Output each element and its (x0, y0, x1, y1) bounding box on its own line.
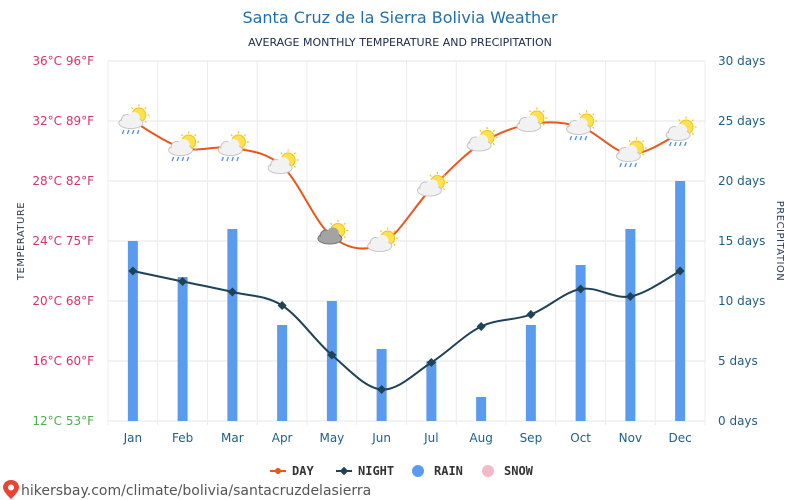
night-point (526, 309, 536, 320)
legend-label: RAIN (434, 464, 463, 478)
sun-cloud-rain-icon (217, 131, 249, 162)
x-tick-label: Feb (172, 431, 193, 445)
sun-cloud-rain-icon (665, 116, 697, 147)
chart-title: Santa Cruz de la Sierra Bolivia Weather (242, 8, 558, 27)
right-tick-label: 30 days (718, 54, 765, 68)
sun-cloud-icon (516, 107, 548, 132)
legend: DAY NIGHT RAIN SNOW (270, 464, 534, 478)
source-text: hikersbay.com/climate/bolivia/santacruzd… (21, 483, 371, 499)
left-axis-ticks: 36°C 96°F 32°C 89°F 28°C 82°F 24°C 75°F 20°C… (32, 54, 94, 428)
rain-bar (426, 361, 437, 421)
sun-cloud-icon (367, 227, 399, 252)
left-tick-label: 32°C 89°F (32, 114, 94, 128)
right-tick-label: 5 days (718, 354, 758, 368)
legend-label: NIGHT (358, 464, 394, 478)
rain-bar (177, 277, 188, 421)
sun-cloud-rain-icon (168, 131, 200, 162)
left-axis-label: TEMPERATURE (16, 202, 27, 281)
left-tick-label: 28°C 82°F (32, 174, 94, 188)
left-tick-label: 16°C 60°F (32, 354, 94, 368)
x-tick-label: Nov (619, 431, 642, 445)
x-tick-label: Sep (520, 431, 543, 445)
rain-bar (476, 397, 487, 421)
x-tick-label: Dec (669, 431, 692, 445)
sun-cloud-icon (466, 127, 498, 152)
right-axis-ticks: 30 days 25 days 20 days 15 days 10 days 5 day… (718, 54, 765, 428)
legend-item-rain[interactable]: RAIN (412, 464, 463, 478)
grid-lines (107, 60, 706, 425)
left-tick-label: 24°C 75°F (32, 234, 94, 248)
x-tick-label: Jul (423, 431, 438, 445)
right-tick-label: 15 days (718, 234, 765, 248)
rain-bar (625, 229, 636, 421)
night-point (128, 266, 138, 276)
legend-item-night[interactable]: NIGHT (336, 464, 394, 478)
sun-dark-cloud-icon (317, 220, 349, 245)
rain-bar (127, 241, 138, 421)
legend-label: DAY (292, 464, 314, 478)
chart-subtitle: AVERAGE MONTHLY TEMPERATURE AND PRECIPIT… (248, 36, 552, 49)
legend-marker (412, 465, 424, 477)
left-tick-label: 20°C 68°F (32, 294, 94, 308)
rain-bar (326, 301, 337, 421)
night-point (227, 287, 237, 297)
x-tick-label: Apr (272, 431, 293, 445)
x-tick-label: Oct (570, 431, 591, 445)
rain-bar (227, 229, 238, 421)
location-pin-icon (3, 480, 19, 499)
right-tick-label: 10 days (718, 294, 765, 308)
x-axis-ticks: Jan Feb Mar Apr May Jun Jul Aug Sep Oct Nov Dec (123, 431, 692, 445)
x-tick-label: May (319, 431, 344, 445)
right-axis-label: PRECIPITATION (774, 201, 785, 282)
source-link[interactable]: hikersbay.com/climate/bolivia/santacruzd… (3, 480, 371, 499)
rain-bar (277, 325, 288, 421)
sun-cloud-icon (416, 172, 448, 197)
rain-bar (675, 181, 686, 421)
x-tick-label: Mar (221, 431, 244, 445)
sun-cloud-rain-icon (615, 137, 647, 168)
right-tick-label: 25 days (718, 114, 765, 128)
rain-bar (525, 325, 536, 421)
night-point (178, 276, 188, 287)
legend-item-snow[interactable]: SNOW (482, 464, 534, 478)
sun-cloud-rain-icon (566, 110, 598, 141)
night-point (476, 321, 486, 332)
x-tick-label: Jun (371, 431, 391, 445)
legend-item-day[interactable]: DAY (270, 464, 314, 478)
right-tick-label: 0 days (718, 414, 758, 428)
left-tick-label: 36°C 96°F (32, 54, 94, 68)
weather-icons (118, 104, 697, 252)
x-tick-label: Jan (123, 431, 143, 445)
right-tick-label: 20 days (718, 174, 765, 188)
x-tick-label: Aug (469, 431, 492, 445)
sun-cloud-icon (267, 149, 299, 174)
legend-label: SNOW (504, 464, 534, 478)
sun-cloud-rain-icon (118, 104, 150, 135)
left-tick-label: 12°C 53°F (32, 414, 94, 428)
rain-bar (575, 265, 586, 421)
legend-marker (482, 465, 494, 477)
